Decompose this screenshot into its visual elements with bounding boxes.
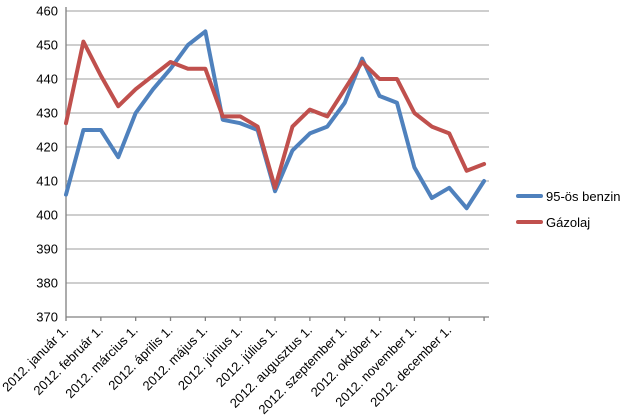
benzin-line-sample: [516, 194, 543, 198]
y-tick-label-410: 410: [36, 174, 58, 189]
y-tick-label-380: 380: [36, 276, 58, 291]
series-line-1[interactable]: [64, 39, 487, 190]
legend-label-benzin: 95-ös benzin: [546, 188, 621, 204]
y-tick-label-430: 430: [36, 106, 58, 121]
legend-item-gazolaj[interactable]: Gázolaj: [516, 213, 620, 231]
y-tick-label-440: 440: [36, 72, 58, 87]
y-tick-label-420: 420: [36, 140, 58, 155]
y-tick-label-400: 400: [36, 208, 58, 223]
gazolaj-line-sample: [516, 220, 543, 224]
y-tick-label-390: 390: [36, 242, 58, 257]
chart-legend: 95-ös benzin Gázolaj: [516, 187, 620, 239]
series-line-0[interactable]: [64, 29, 487, 211]
y-tick-label-370: 370: [36, 310, 58, 325]
legend-label-gazolaj: Gázolaj: [546, 214, 591, 230]
legend-item-benzin[interactable]: 95-ös benzin: [516, 187, 620, 205]
y-tick-label-460: 460: [36, 4, 58, 19]
y-tick-label-450: 450: [36, 38, 58, 53]
